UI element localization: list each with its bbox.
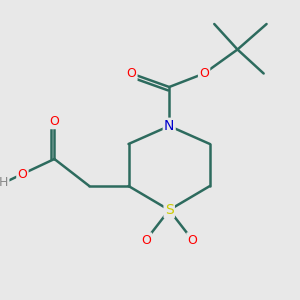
Text: O: O [141, 233, 151, 247]
Text: O: O [50, 115, 59, 128]
Text: O: O [17, 167, 27, 181]
Text: O: O [127, 67, 136, 80]
Text: H: H [0, 176, 8, 190]
Text: S: S [165, 203, 174, 217]
Text: O: O [199, 67, 209, 80]
Text: N: N [164, 119, 174, 133]
Text: O: O [188, 233, 197, 247]
